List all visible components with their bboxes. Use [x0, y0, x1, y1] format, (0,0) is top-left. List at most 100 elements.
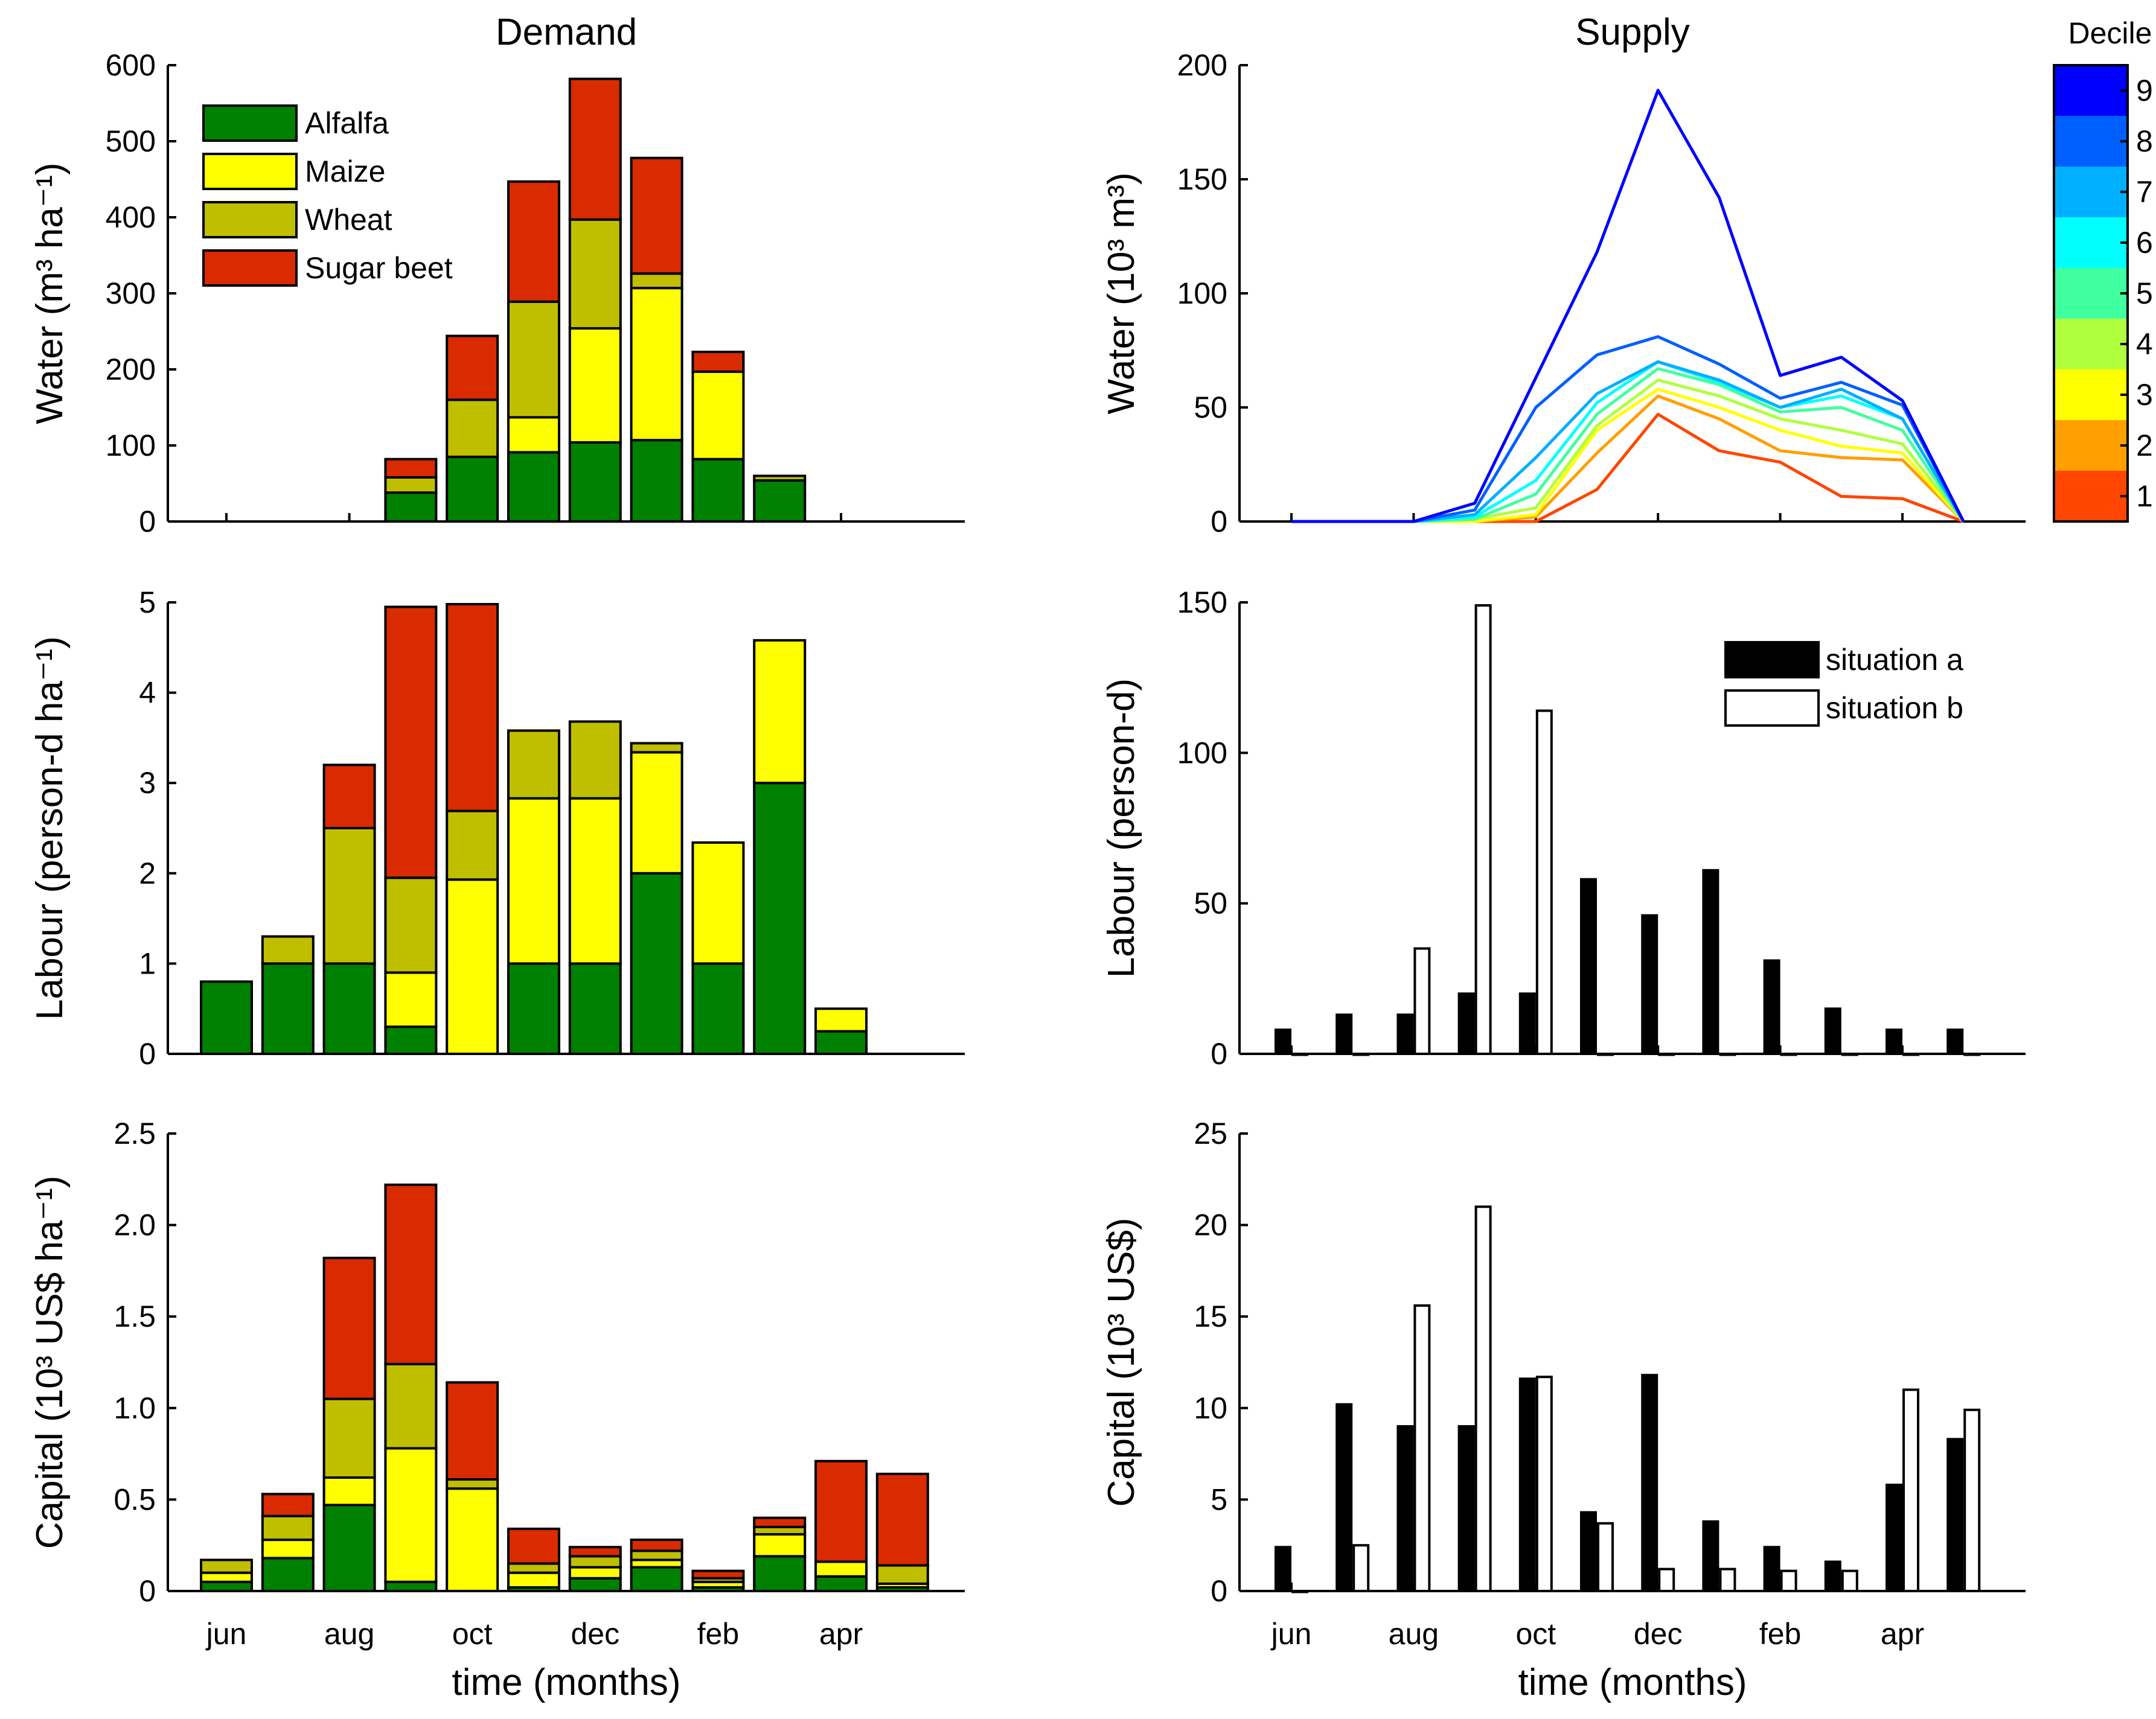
bar-segment-alfalfa-jul: [261, 962, 315, 1056]
colorbar-swatch-8: [2054, 116, 2128, 167]
colorbar-label: 9: [2136, 74, 2153, 107]
bar-segment-maize-oct: [446, 878, 499, 1055]
colorbar-swatch-4: [2054, 319, 2128, 369]
y-tick-label: 400: [106, 200, 156, 234]
bar-situation-a-jul: [1336, 1013, 1353, 1056]
y-axis-label: Water (10³ m³): [1101, 173, 1142, 415]
line-decile-8: [1291, 335, 1965, 523]
panel-supply-capital: 0 5 10 15 20 25 Capital (10³ US$) jun aug oct dec f…: [1101, 1117, 2026, 1703]
bar-segment-maize-dec: [568, 797, 622, 965]
bar-segment-maize-nov: [507, 797, 560, 965]
y-tick-label: 2.0: [114, 1208, 156, 1242]
bar-segment-alfalfa-dec: [568, 962, 622, 1056]
bar-segment-maize-apr: [814, 1007, 868, 1033]
bar-situation-a-jun: [1275, 1029, 1291, 1056]
y-tick-label: 0.5: [114, 1482, 156, 1516]
bar-segment-alfalfa-sep: [384, 1025, 438, 1055]
bar-segment-alfalfa-jul: [261, 1557, 315, 1593]
bar-situation-b-jul: [1352, 1544, 1370, 1592]
bar-segment-maize-feb: [691, 370, 745, 461]
legend-label: Wheat: [305, 203, 392, 237]
bar-segment-sugar-beet-jul: [261, 1493, 315, 1517]
y-tick-label: 20: [1194, 1208, 1227, 1242]
bar-segment-alfalfa-nov: [507, 962, 560, 1056]
bar-segment-alfalfa-sep: [384, 491, 438, 523]
x-tick-label: apr: [819, 1617, 863, 1651]
bar-segment-alfalfa-dec: [568, 441, 622, 523]
colorbar-swatch-9: [2054, 65, 2128, 116]
bar-situation-a-dec: [1641, 1374, 1659, 1593]
y-tick-label: 50: [1194, 391, 1227, 424]
x-tick-label: jun: [205, 1617, 247, 1651]
bar-segment-wheat-oct: [446, 398, 499, 458]
bar-segment-maize-dec: [568, 1566, 622, 1580]
colorbar-swatch-3: [2054, 369, 2128, 420]
bar-situation-a-feb: [1763, 1546, 1780, 1592]
y-axis-label: Labour (person-d ha⁻¹): [29, 636, 71, 1020]
bar-segment-sugar-beet-aug: [322, 764, 376, 830]
bar-segment-wheat-aug: [322, 827, 376, 965]
legend-swatch-wheat: [202, 201, 298, 238]
y-tick-label: 0: [139, 1037, 156, 1071]
bar-segment-sugar-beet-apr: [814, 1459, 868, 1563]
colorbar-title: Decile: [2068, 16, 2152, 50]
y-tick-label: 300: [106, 276, 156, 310]
bar-situation-b-apr: [1902, 1053, 1919, 1056]
legend-swatch-situation-b: [1724, 689, 1820, 727]
x-tick-label: feb: [1759, 1617, 1802, 1651]
y-tick-label: 10: [1194, 1391, 1227, 1425]
bar-segment-wheat-may: [875, 1564, 929, 1585]
y-tick-label: 3: [139, 766, 156, 800]
x-axis-label: time (months): [1518, 1662, 1747, 1703]
colorbar-swatch-2: [2054, 420, 2128, 471]
y-tick-label: 200: [106, 352, 156, 386]
bar-situation-a-oct: [1518, 992, 1536, 1056]
bar-segment-sugar-beet-jan: [630, 1539, 683, 1552]
bar-situation-a-nov: [1580, 878, 1597, 1055]
bar-segment-wheat-sep: [384, 876, 438, 974]
x-tick-label: aug: [1389, 1617, 1439, 1651]
bar-situation-b-sep: [1474, 1205, 1492, 1592]
y-tick-label: 15: [1194, 1300, 1227, 1333]
colorbar-label: 1: [2136, 479, 2153, 513]
bar-situation-a-jun: [1275, 1546, 1291, 1592]
bar-segment-sugar-beet-may: [875, 1472, 929, 1567]
y-tick-label: 100: [106, 429, 156, 462]
bar-segment-wheat-sep: [384, 1363, 438, 1450]
bar-segment-sugar-beet-nov: [507, 1527, 560, 1565]
legend-label: Alfalfa: [305, 106, 389, 140]
x-tick-label: apr: [1881, 1617, 1924, 1651]
bar-situation-a-sep: [1457, 1425, 1475, 1593]
colorbar-swatch-7: [2054, 167, 2128, 217]
y-axis-label: Water (m³ ha⁻¹): [29, 162, 71, 424]
bar-situation-a-mar: [1824, 1007, 1841, 1055]
bar-situation-b-dec: [1658, 1568, 1675, 1592]
bar-segment-maize-sep: [384, 1447, 438, 1583]
bar-segment-sugar-beet-dec: [568, 77, 622, 221]
bar-situation-b-dec: [1658, 1053, 1675, 1056]
bar-segment-alfalfa-aug: [322, 962, 376, 1056]
panel-demand-labour: 0 1 2 3 4 5 Labour (person-d ha⁻¹): [29, 585, 965, 1071]
bar-segment-alfalfa-jan: [630, 439, 683, 523]
colorbar-label: 8: [2136, 124, 2153, 158]
bar-segment-alfalfa-mar: [753, 1555, 807, 1593]
bar-segment-wheat-sep: [384, 476, 438, 494]
bar-situation-a-aug: [1396, 1013, 1414, 1056]
bar-segment-wheat-jun: [200, 1558, 253, 1574]
bar-segment-sugar-beet-mar: [753, 1516, 807, 1528]
bar-situation-b-may: [1963, 1053, 1981, 1056]
y-tick-label: 4: [139, 676, 156, 710]
y-tick-label: 0: [1211, 505, 1227, 538]
chart-title-demand: Demand: [496, 11, 637, 53]
bar-situation-b-sep: [1474, 604, 1492, 1055]
line-decile-3: [1291, 387, 1965, 523]
colorbar-label: 3: [2136, 378, 2153, 412]
panel-demand-capital: 0 0.5 1.0 1.5 2.0 2.5 Capital (10³ US$ ha⁻¹) ju…: [29, 1117, 965, 1703]
colorbar-frame: [2053, 64, 2129, 523]
bar-situation-b-jun: [1291, 1053, 1308, 1056]
bar-situation-a-oct: [1518, 1377, 1536, 1593]
x-tick-label: aug: [324, 1617, 374, 1651]
bar-segment-wheat-jul: [261, 935, 315, 965]
bar-situation-a-feb: [1763, 959, 1780, 1055]
